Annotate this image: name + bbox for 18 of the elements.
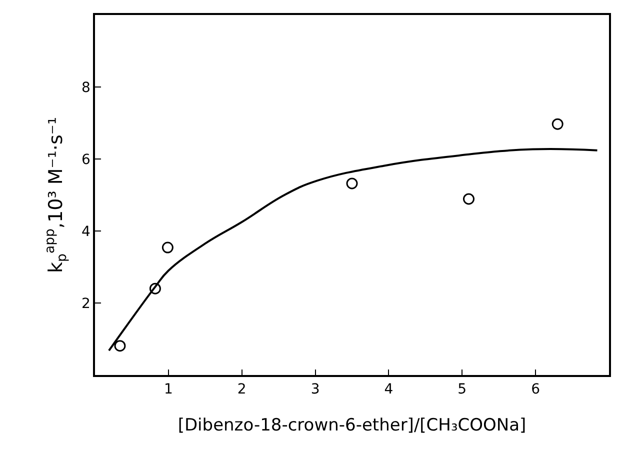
point xyxy=(162,242,174,254)
point xyxy=(149,282,161,294)
x-tick-label: 5 xyxy=(458,382,467,398)
y-tick-label: 4 xyxy=(82,224,91,240)
point xyxy=(346,178,358,190)
point xyxy=(463,193,474,205)
x-axis-title: [Dibenzo-18-crown-6-ether]/[CH₃COONa] xyxy=(178,415,526,436)
x-tick-label: 2 xyxy=(237,382,246,398)
point xyxy=(114,340,126,352)
y-tick-label: 2 xyxy=(82,296,90,312)
point xyxy=(552,118,564,130)
y-tick-label: 8 xyxy=(82,80,90,96)
line-series xyxy=(108,148,598,352)
x-tick-label: 1 xyxy=(164,382,173,398)
x-tick-label: 3 xyxy=(310,382,320,398)
x-tick-label: 4 xyxy=(384,382,394,398)
x-tick-label: 6 xyxy=(531,382,540,398)
y-tick-label: 6 xyxy=(82,152,91,168)
